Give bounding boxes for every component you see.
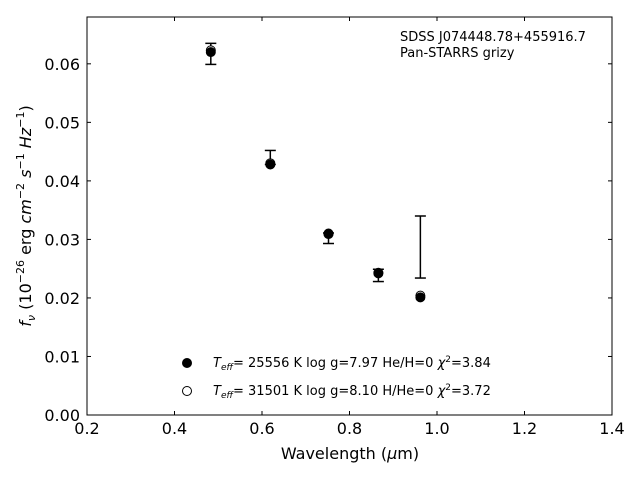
x-tick-label: 1.4 xyxy=(599,419,624,438)
axis-ticks: 0.2 0.4 0.6 0.8 1.0 1.2 1.4 0.00 0.01 0.02 0.03 0.0… xyxy=(44,17,625,438)
y-tick-label: 0.02 xyxy=(44,289,80,308)
legend-label-open: Teff= 31501 K log g=8.10 H/He=0 χ2=3.72 xyxy=(213,383,491,401)
data-point-filled xyxy=(205,47,216,58)
y-axis-label: fν (10−26 erg cm−2 s−1 Hz−1) xyxy=(14,105,38,326)
y-tick-label: 0.01 xyxy=(44,347,80,366)
data-point-filled xyxy=(415,292,426,303)
annotation-object-name: SDSS J074448.78+455916.7 xyxy=(400,30,586,45)
legend-label-filled: Teff= 25556 K log g=7.97 He/H=0 χ2=3.84 xyxy=(213,355,491,373)
legend-marker-filled xyxy=(182,358,192,368)
x-tick-label: 0.2 xyxy=(74,419,99,438)
data-point-filled xyxy=(265,159,276,170)
y-tick-label: 0.00 xyxy=(44,406,80,425)
x-tick-label: 1.2 xyxy=(512,419,537,438)
y-tick-label: 0.05 xyxy=(44,113,80,132)
x-tick-label: 0.4 xyxy=(162,419,187,438)
y-tick-label: 0.04 xyxy=(44,172,80,191)
data-point-filled xyxy=(323,229,334,240)
annotation-photometry: Pan-STARRS grizy xyxy=(400,46,515,61)
plot-frame xyxy=(86,16,613,416)
x-tick-label: 1.0 xyxy=(424,419,449,438)
y-tick-label: 0.06 xyxy=(44,55,80,74)
x-tick-label: 0.6 xyxy=(249,419,274,438)
legend-marker-open xyxy=(182,386,192,396)
data-markers xyxy=(205,45,426,303)
data-point-filled xyxy=(373,268,384,279)
legend: Teff= 25556 K log g=7.97 He/H=0 χ2=3.84 … xyxy=(182,355,491,401)
x-tick-label: 0.8 xyxy=(337,419,362,438)
x-axis-label: Wavelength (μm) xyxy=(281,444,419,463)
y-tick-label: 0.03 xyxy=(44,230,80,249)
